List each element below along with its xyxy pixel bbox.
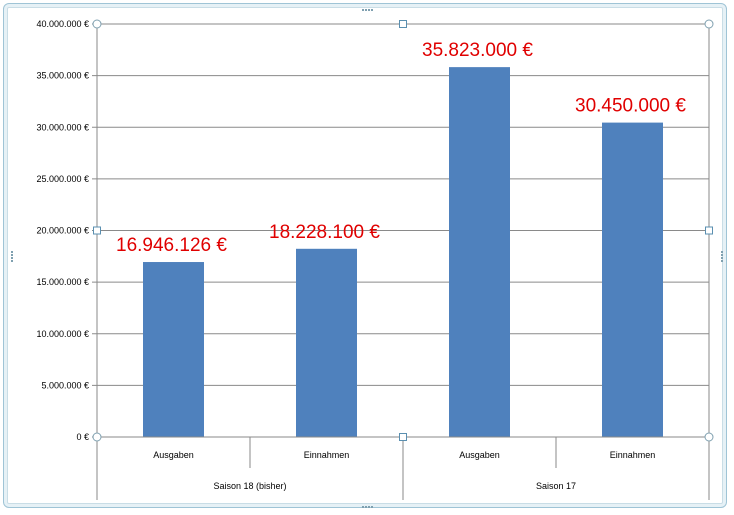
bar[interactable] [449, 67, 510, 437]
resize-handle-corner[interactable] [704, 432, 714, 442]
frame-grip-dot[interactable] [365, 9, 367, 11]
y-tick-label: 40.000.000 € [36, 19, 89, 29]
bar[interactable] [602, 122, 663, 437]
resize-handle-corner[interactable] [704, 19, 714, 29]
group-label: Saison 18 (bisher) [213, 481, 286, 491]
category-label: Ausgaben [459, 450, 500, 460]
category-label: Ausgaben [153, 450, 194, 460]
y-tick-label: 0 € [76, 432, 89, 442]
frame-grip-dot[interactable] [11, 260, 13, 262]
data-label: 30.450.000 € [575, 96, 686, 117]
bar[interactable] [143, 262, 204, 437]
data-label: 16.946.126 € [116, 235, 227, 256]
y-tick-label: 35.000.000 € [36, 71, 89, 81]
data-label: 35.823.000 € [422, 40, 533, 61]
resize-handle-side[interactable] [399, 20, 407, 28]
y-tick-label: 5.000.000 € [41, 380, 89, 390]
frame-grip-dot[interactable] [368, 506, 370, 508]
frame-grip-dot[interactable] [721, 251, 723, 253]
resize-handle-side[interactable] [93, 226, 101, 235]
resize-handle-corner[interactable] [92, 432, 102, 442]
resize-handle-side[interactable] [705, 226, 713, 235]
frame-grip-dot[interactable] [11, 254, 13, 256]
frame-grip-dot[interactable] [371, 506, 373, 508]
resize-handle-side[interactable] [399, 433, 407, 441]
group-label: Saison 17 [536, 481, 576, 491]
frame-grip-dot[interactable] [721, 257, 723, 259]
y-tick-label: 30.000.000 € [36, 122, 89, 132]
frame-grip-dot[interactable] [721, 254, 723, 256]
frame-grip-dot[interactable] [11, 257, 13, 259]
frame-grip-dot[interactable] [371, 9, 373, 11]
frame-grip-dot[interactable] [721, 260, 723, 262]
resize-handle-corner[interactable] [92, 19, 102, 29]
y-tick-label: 10.000.000 € [36, 329, 89, 339]
frame-grip-dot[interactable] [365, 506, 367, 508]
category-label: Einnahmen [304, 450, 350, 460]
frame-grip-dot[interactable] [362, 506, 364, 508]
frame-grip-dot[interactable] [368, 9, 370, 11]
data-label: 18.228.100 € [269, 222, 380, 243]
frame-grip-dot[interactable] [11, 251, 13, 253]
category-label: Einnahmen [610, 450, 656, 460]
frame-grip-dot[interactable] [362, 9, 364, 11]
bar[interactable] [296, 248, 357, 437]
y-tick-label: 25.000.000 € [36, 174, 89, 184]
y-tick-label: 15.000.000 € [36, 277, 89, 287]
y-tick-label: 20.000.000 € [36, 226, 89, 236]
